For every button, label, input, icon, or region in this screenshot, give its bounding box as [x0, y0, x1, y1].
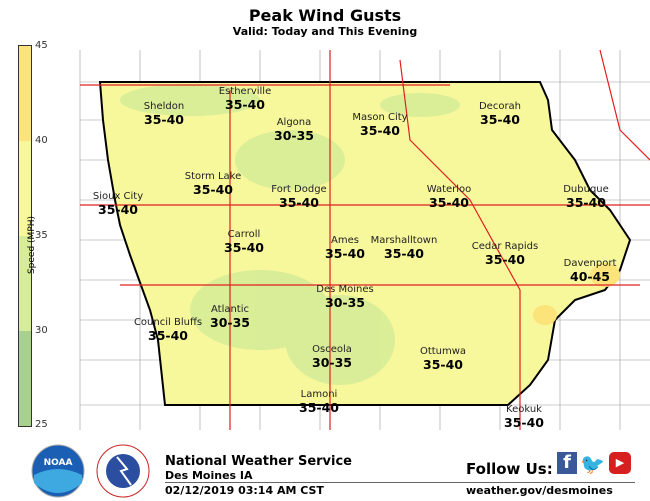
city-name: Osceola: [312, 344, 352, 355]
gust-range: 35-40: [485, 251, 525, 267]
city-label: Waterloo 35-40: [426, 184, 472, 210]
gust-range: 35-40: [384, 245, 424, 261]
twitter-icon[interactable]: 🐦: [580, 452, 605, 476]
gust-range: 35-40: [144, 111, 184, 127]
city-name: Keokuk: [506, 404, 542, 415]
gust-range: 35-40: [325, 245, 365, 261]
city-label: Keokuk 35-40: [504, 404, 544, 430]
legend-tick: 35: [35, 230, 48, 241]
city-name: Carroll: [227, 229, 261, 240]
city-label: Ottumwa 35-40: [419, 346, 467, 372]
nws-logo: [96, 444, 150, 498]
youtube-icon[interactable]: ▶: [609, 452, 631, 474]
city-name: Cedar Rapids: [471, 241, 539, 252]
city-label: Davenport 40-45: [563, 258, 617, 284]
city-label: Marshalltown 35-40: [370, 235, 438, 261]
city-name: Fort Dodge: [271, 184, 327, 195]
city-name: Davenport: [563, 258, 617, 269]
follow-us-label: Follow Us:: [466, 460, 553, 478]
gust-range: 35-40: [148, 327, 188, 343]
city-label: Sioux City 35-40: [92, 191, 144, 217]
city-label: Decorah 35-40: [478, 101, 522, 127]
city-label: Atlantic 30-35: [210, 304, 250, 330]
city-name: Storm Lake: [184, 171, 242, 182]
legend-tick: 30: [35, 325, 48, 336]
org-name: National Weather Service: [165, 454, 352, 469]
legend-bin-40-45: [19, 46, 31, 141]
city-name: Dubuque: [563, 184, 609, 195]
facebook-icon[interactable]: f: [557, 452, 577, 474]
gust-range: 35-40: [279, 194, 319, 210]
gust-range: 30-35: [312, 354, 352, 370]
gust-range: 35-40: [429, 194, 469, 210]
city-label: Algona 30-35: [274, 117, 314, 143]
legend-bin-25-30: [19, 331, 31, 426]
higher-gust-areas: [533, 263, 620, 325]
gust-range: 35-40: [224, 239, 264, 255]
city-label: Sheldon 35-40: [143, 101, 185, 127]
city-label: Osceola 30-35: [312, 344, 352, 370]
gust-range: 35-40: [193, 181, 233, 197]
office-name: Des Moines IA: [165, 469, 253, 482]
city-name: Algona: [276, 117, 312, 128]
city-name: Lamoni: [300, 389, 338, 400]
gust-range: 35-40: [423, 356, 463, 372]
city-name: Council Bluffs: [133, 317, 203, 328]
city-label: Council Bluffs 35-40: [133, 317, 203, 343]
gust-range: 30-35: [274, 127, 314, 143]
gust-range: 35-40: [98, 201, 138, 217]
city-label: Lamoni 35-40: [299, 389, 339, 415]
website-link[interactable]: weather.gov/desmoines: [466, 484, 613, 497]
lower-gust-areas: [120, 84, 460, 385]
gust-range: 35-40: [299, 399, 339, 415]
city-name: Estherville: [218, 86, 272, 97]
chart-title: Peak Wind Gusts: [248, 6, 402, 25]
city-name: Des Moines: [316, 284, 374, 295]
city-name: Sheldon: [143, 101, 185, 112]
legend-tick: 25: [35, 419, 48, 430]
city-label: Carroll 35-40: [224, 229, 264, 255]
legend-bin-35-40: [19, 141, 31, 236]
chart-subtitle: Valid: Today and This Evening: [232, 25, 418, 38]
city-name: Ottumwa: [419, 346, 467, 357]
city-name: Waterloo: [426, 184, 472, 195]
gust-range: 35-40: [566, 194, 606, 210]
gust-range: 40-45: [570, 268, 610, 284]
city-label: Mason City 35-40: [352, 112, 408, 138]
city-label: Ames 35-40: [325, 235, 365, 261]
issued-timestamp: 02/12/2019 03:14 AM CST: [165, 484, 324, 497]
legend-tick: 45: [35, 40, 48, 51]
city-label: Cedar Rapids 35-40: [471, 241, 539, 267]
city-label: Estherville 35-40: [218, 86, 272, 112]
legend-bin-30-35: [19, 236, 31, 331]
legend-tick: 40: [35, 135, 48, 146]
gust-range: 35-40: [480, 111, 520, 127]
legend-axis-label: Speed (MPH): [27, 215, 37, 275]
gust-range: 35-40: [504, 414, 544, 430]
city-name: Ames: [331, 235, 359, 246]
gust-range: 30-35: [210, 314, 250, 330]
city-label: Des Moines 30-35: [316, 284, 374, 310]
legend-color-bar: [18, 45, 32, 427]
gust-range: 35-40: [360, 122, 400, 138]
svg-text:NOAA: NOAA: [44, 458, 73, 468]
gust-range: 35-40: [225, 96, 265, 112]
gust-range: 30-35: [325, 294, 365, 310]
noaa-logo: NOAA: [31, 444, 85, 498]
city-name: Sioux City: [92, 191, 144, 202]
highways: [80, 49, 650, 430]
city-label: Storm Lake 35-40: [184, 171, 242, 197]
city-name: Decorah: [478, 101, 522, 112]
city-name: Mason City: [352, 112, 408, 123]
city-label: Fort Dodge 35-40: [271, 184, 327, 210]
city-name: Atlantic: [210, 304, 250, 315]
city-label: Dubuque 35-40: [563, 184, 609, 210]
city-name: Marshalltown: [370, 235, 438, 246]
